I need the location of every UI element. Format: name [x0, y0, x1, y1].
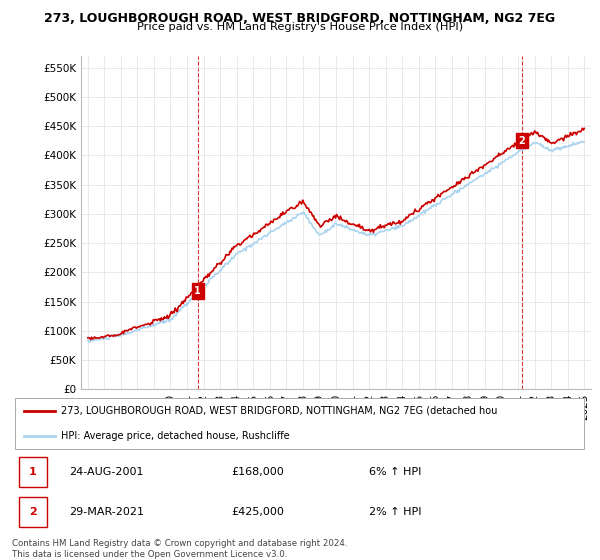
Text: Price paid vs. HM Land Registry's House Price Index (HPI): Price paid vs. HM Land Registry's House … — [137, 22, 463, 32]
FancyBboxPatch shape — [15, 398, 584, 449]
FancyBboxPatch shape — [19, 497, 47, 526]
Text: 2% ↑ HPI: 2% ↑ HPI — [369, 507, 422, 516]
Text: 6% ↑ HPI: 6% ↑ HPI — [369, 467, 421, 477]
Text: 24-AUG-2001: 24-AUG-2001 — [70, 467, 144, 477]
Text: 273, LOUGHBOROUGH ROAD, WEST BRIDGFORD, NOTTINGHAM, NG2 7EG (detached hou: 273, LOUGHBOROUGH ROAD, WEST BRIDGFORD, … — [61, 406, 497, 416]
Text: 29-MAR-2021: 29-MAR-2021 — [70, 507, 145, 516]
Text: This data is licensed under the Open Government Licence v3.0.: This data is licensed under the Open Gov… — [12, 550, 287, 559]
Text: 273, LOUGHBOROUGH ROAD, WEST BRIDGFORD, NOTTINGHAM, NG2 7EG: 273, LOUGHBOROUGH ROAD, WEST BRIDGFORD, … — [44, 12, 556, 25]
FancyBboxPatch shape — [19, 457, 47, 487]
Text: Contains HM Land Registry data © Crown copyright and database right 2024.: Contains HM Land Registry data © Crown c… — [12, 539, 347, 548]
Text: 1: 1 — [194, 286, 201, 296]
Text: 2: 2 — [29, 507, 37, 516]
Text: HPI: Average price, detached house, Rushcliffe: HPI: Average price, detached house, Rush… — [61, 431, 290, 441]
Text: £168,000: £168,000 — [231, 467, 284, 477]
Text: 2: 2 — [518, 136, 526, 146]
Text: 1: 1 — [29, 467, 37, 477]
Text: £425,000: £425,000 — [231, 507, 284, 516]
